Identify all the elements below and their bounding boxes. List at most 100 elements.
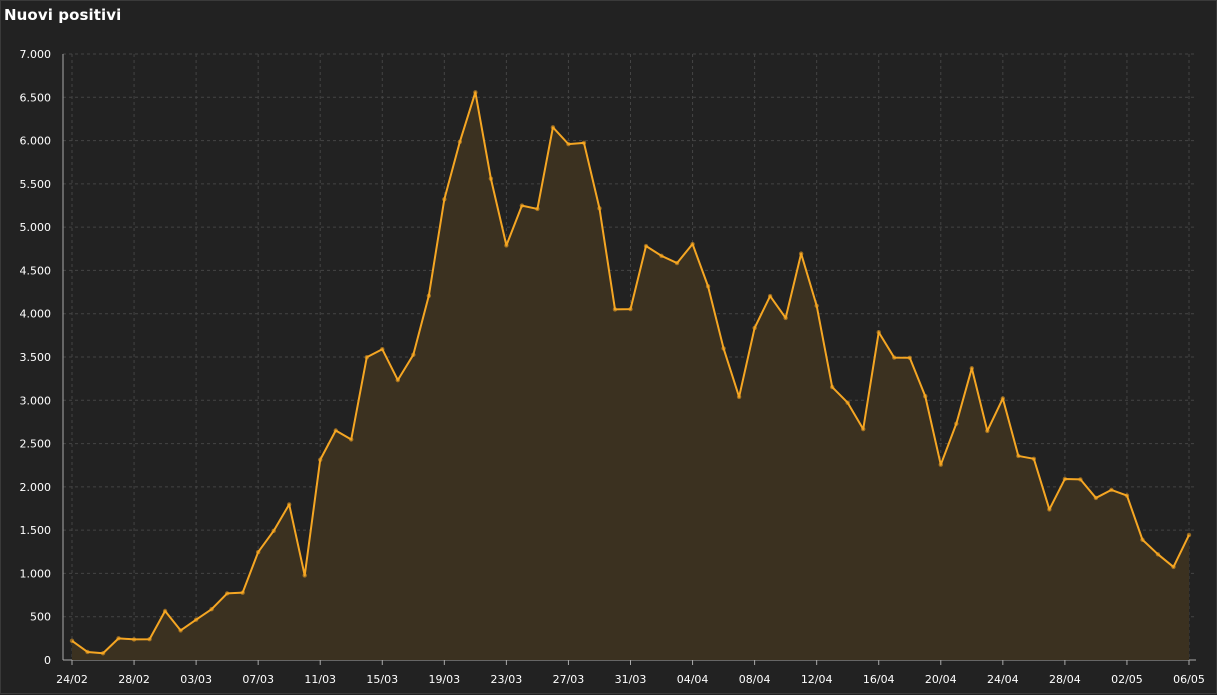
data-point: [550, 125, 556, 130]
y-tick-label: 0: [44, 654, 51, 667]
data-point: [1062, 476, 1068, 482]
x-tick-label: 06/05: [1173, 673, 1205, 686]
data-point: [892, 355, 897, 360]
data-point: [473, 90, 478, 95]
data-point: [767, 293, 773, 299]
data-point: [535, 206, 540, 212]
data-point: [286, 502, 292, 507]
data-point: [364, 355, 369, 360]
y-tick-label: 6.000: [20, 135, 52, 148]
data-point: [581, 140, 587, 146]
data-point: [85, 649, 90, 655]
data-point: [752, 325, 757, 331]
data-point: [969, 366, 975, 371]
x-tick-label: 28/02: [118, 673, 150, 686]
data-point: [674, 260, 680, 266]
data-point: [457, 139, 463, 144]
x-tick-label: 07/03: [242, 673, 274, 686]
data-point: [271, 528, 276, 534]
data-point: [318, 457, 323, 462]
x-tick-label: 28/04: [1049, 673, 1081, 686]
data-point: [829, 384, 835, 390]
data-point: [705, 284, 711, 289]
data-point: [1078, 477, 1083, 482]
x-tick-label: 12/04: [801, 673, 833, 686]
data-point: [612, 307, 618, 312]
chart-title: Nuovi positivi: [4, 6, 122, 24]
data-point: [1109, 487, 1114, 493]
data-points: [69, 90, 1192, 656]
y-tick-label: 5.500: [20, 178, 52, 191]
data-point: [131, 637, 137, 642]
data-point: [798, 251, 804, 256]
data-point: [302, 573, 307, 578]
data-point: [736, 394, 742, 400]
data-point: [100, 651, 106, 656]
y-tick-label: 7.000: [20, 48, 52, 61]
data-point: [116, 636, 121, 641]
y-axis: 0 500 1.000 1.500 2.000 2.500 3.000 3.500 4.000 4…: [20, 48, 52, 667]
data-point: [923, 394, 928, 399]
data-point: [1124, 493, 1130, 498]
y-tick-label: 500: [30, 611, 51, 624]
y-tick-label: 3.000: [20, 394, 52, 407]
x-axis: 24/02 28/02 03/03 07/03 11/03 15/03 19/03 23/03…: [56, 54, 1205, 686]
data-point: [566, 141, 571, 147]
x-tick-label: 20/04: [925, 673, 957, 686]
y-tick-label: 4.500: [20, 264, 52, 277]
x-tick-label: 03/03: [180, 673, 212, 686]
data-point: [69, 638, 75, 644]
data-point: [380, 347, 385, 352]
data-point: [442, 197, 447, 202]
data-point: [1171, 564, 1176, 570]
y-tick-label: 6.500: [20, 91, 52, 104]
data-point: [659, 253, 664, 259]
data-point: [1093, 495, 1099, 501]
y-tick-label: 4.000: [20, 308, 52, 321]
data-point: [985, 428, 990, 434]
data-point: [504, 243, 509, 248]
data-point: [426, 293, 432, 298]
data-point: [643, 243, 649, 249]
data-point: [209, 606, 214, 612]
x-tick-label: 31/03: [615, 673, 647, 686]
y-tick-label: 2.500: [20, 438, 52, 451]
data-point: [1047, 507, 1052, 512]
data-point: [178, 628, 183, 633]
y-tick-label: 1.500: [20, 524, 52, 537]
x-tick-label: 27/03: [553, 673, 585, 686]
x-tick-label: 19/03: [428, 673, 460, 686]
y-tick-label: 3.500: [20, 351, 52, 364]
data-point: [814, 303, 819, 308]
y-tick-label: 2.000: [20, 481, 52, 494]
data-point: [1031, 456, 1037, 462]
x-tick-label: 23/03: [491, 673, 523, 686]
data-point: [333, 428, 338, 433]
data-point: [349, 437, 354, 442]
data-point: [1000, 396, 1006, 401]
data-point: [597, 206, 602, 211]
data-point: [395, 377, 400, 383]
data-point: [411, 352, 416, 357]
data-point: [224, 591, 230, 596]
data-point: [1140, 537, 1145, 542]
data-point: [861, 426, 866, 432]
data-point: [628, 306, 633, 312]
x-tick-label: 16/04: [863, 673, 895, 686]
x-tick-label: 24/02: [56, 673, 88, 686]
x-tick-label: 02/05: [1111, 673, 1143, 686]
data-point: [721, 346, 726, 351]
y-tick-label: 1.000: [20, 567, 52, 580]
data-point: [845, 400, 850, 405]
data-point: [954, 421, 959, 426]
data-point: [783, 315, 788, 321]
data-point: [938, 462, 943, 467]
data-point: [519, 203, 525, 208]
data-point: [255, 549, 261, 555]
data-point: [162, 608, 168, 614]
data-point: [147, 637, 152, 642]
x-tick-label: 15/03: [366, 673, 398, 686]
x-tick-label: 24/04: [987, 673, 1019, 686]
